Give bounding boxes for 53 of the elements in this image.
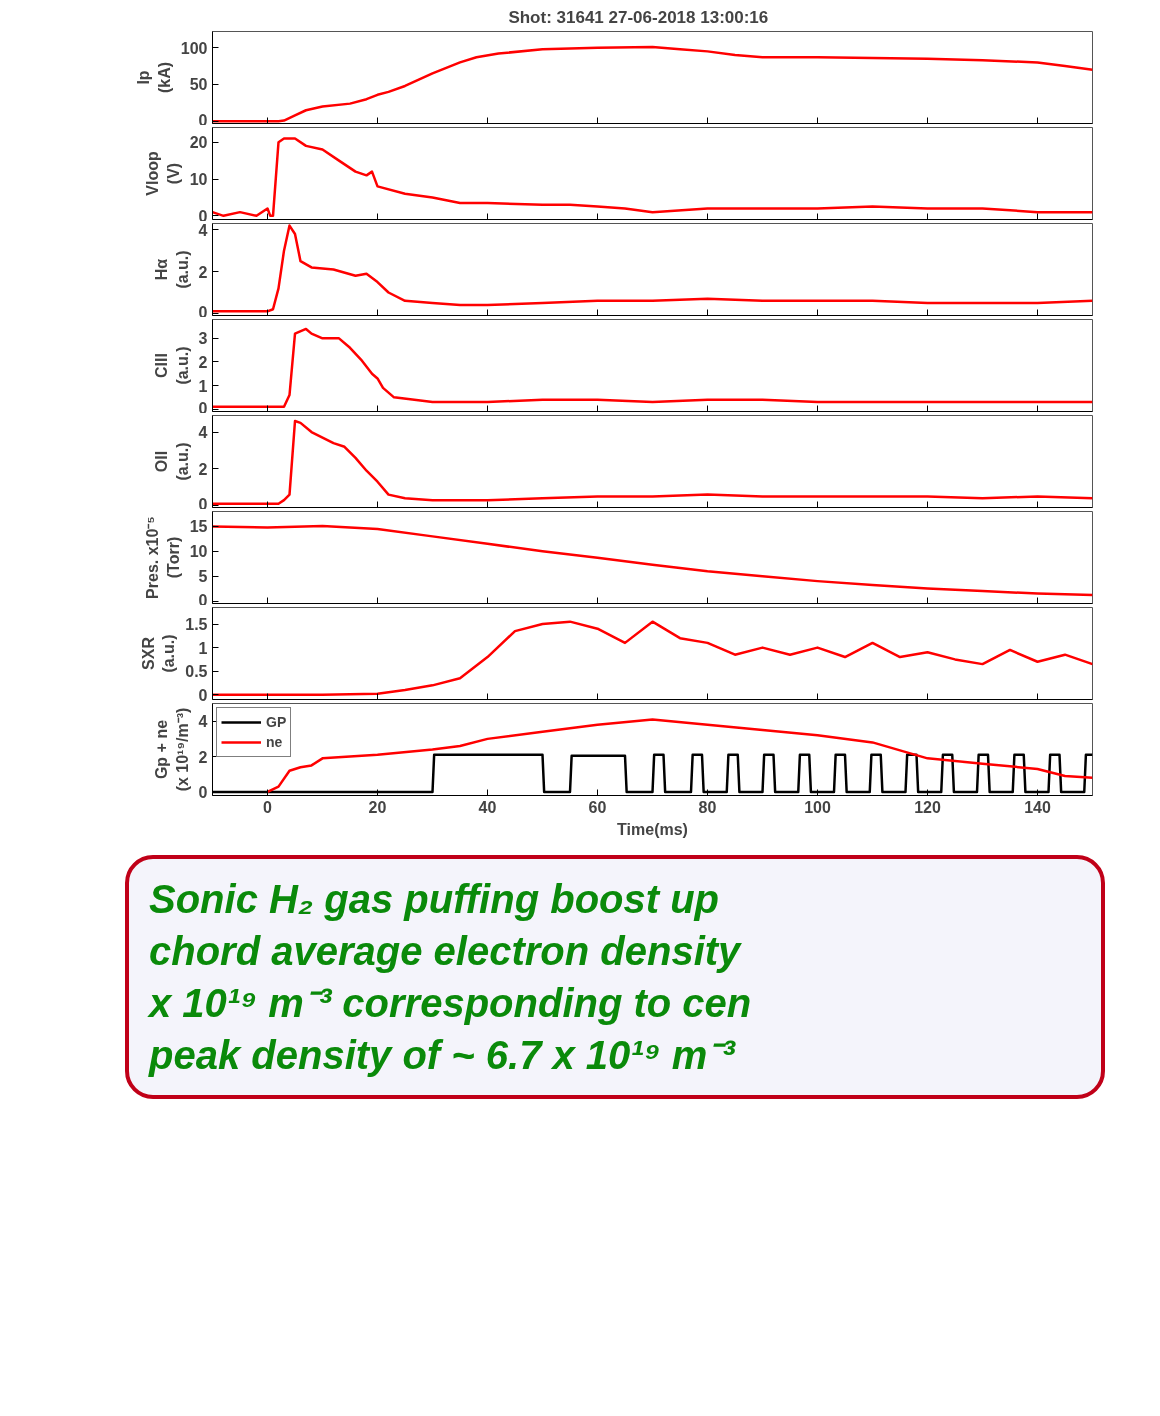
y-axis-title: Pres. x10⁻⁵ (Torr) — [144, 516, 182, 599]
x-tick-label: 80 — [698, 798, 717, 816]
x-tick-label: 120 — [914, 798, 941, 816]
x-axis-title: Time(ms) — [617, 820, 688, 838]
legend-label: ne — [266, 734, 284, 750]
y-tick-label: 3 — [198, 330, 208, 348]
y-tick-label: 1 — [198, 377, 208, 395]
line-series — [212, 419, 1093, 506]
y-tick-label: 2 — [198, 748, 208, 766]
text: Sonic H₂ gas puffing boost up — [149, 877, 720, 921]
line-series — [212, 224, 1093, 313]
x-tick-label: 100 — [804, 798, 831, 816]
y-tick-label: 10 — [189, 171, 208, 189]
y-tick-label: 10 — [189, 543, 208, 561]
y-tick-label: 0 — [198, 591, 208, 609]
y-axis-title: CIII (a.u.) — [153, 346, 191, 385]
y-tick-label: 100 — [180, 39, 208, 57]
y-axis-title: SXR (a.u.) — [139, 634, 178, 673]
y-tick-label: 20 — [189, 134, 208, 152]
y-axis-title: Vloop (V) — [144, 151, 182, 196]
x-tick-label: 60 — [588, 798, 607, 816]
y-tick-label: 2 — [198, 353, 208, 371]
y-tick-label: 0 — [198, 686, 208, 704]
y-tick-label: 0 — [198, 303, 208, 321]
x-tick-label: 40 — [478, 798, 497, 816]
y-tick-label: 0 — [198, 783, 208, 801]
text: peak density of ~ 6.7 x 10¹⁹ m⁻³ — [149, 1033, 735, 1077]
x-tick-label: 20 — [368, 798, 387, 816]
y-tick-label: 0 — [198, 399, 208, 417]
y-axis-title: Ip (kA) — [135, 61, 173, 94]
y-tick-label: 0.5 — [185, 663, 208, 681]
y-tick-label: 0 — [198, 111, 208, 129]
y-tick-label: 2 — [198, 263, 208, 281]
legend-label: GP — [266, 714, 287, 730]
y-tick-label: 2 — [198, 460, 208, 478]
y-axis-title: Gp + ne (x 10¹⁹/m⁻³) — [153, 707, 191, 792]
y-axis-title: Hα (a.u.) — [153, 250, 191, 289]
line-series — [212, 524, 1093, 597]
y-axis-title: OII (a.u.) — [153, 442, 191, 481]
y-tick-label: 50 — [189, 76, 208, 94]
y-tick-label: 5 — [198, 568, 208, 586]
y-tick-label: 15 — [189, 518, 208, 536]
x-tick-label: 0 — [263, 798, 273, 816]
y-tick-label: 1 — [198, 639, 208, 657]
line-series — [266, 718, 1093, 794]
y-tick-label: 4 — [198, 713, 208, 731]
x-tick-label: 140 — [1024, 798, 1051, 816]
y-tick-label: 4 — [198, 424, 208, 442]
y-tick-label: 1.5 — [185, 616, 208, 634]
text: chord average electron density — [149, 929, 741, 973]
chart-title: Shot: 31641 27-06-2018 13:00:16 — [508, 7, 769, 27]
text: x 10¹⁹ m⁻³ corresponding to cen — [149, 981, 752, 1025]
y-tick-label: 0 — [198, 495, 208, 513]
